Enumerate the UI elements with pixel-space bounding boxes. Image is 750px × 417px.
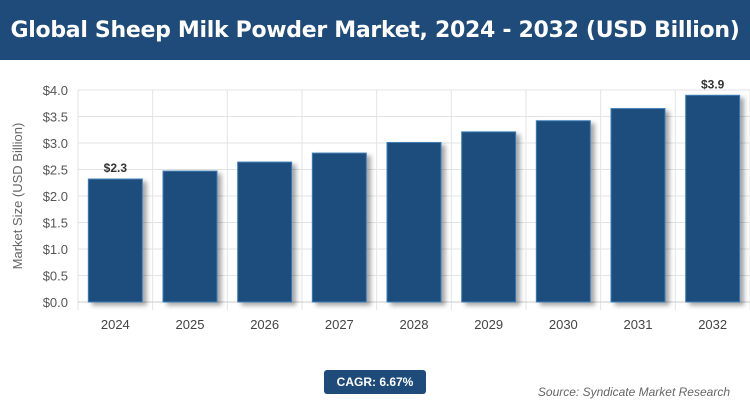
bar-2025: [162, 170, 218, 303]
x-tick-label: 2025: [176, 317, 205, 332]
y-tick-label: $0.5: [43, 269, 68, 284]
y-tick-label: $0.0: [43, 295, 68, 310]
bar-2024: [87, 178, 143, 303]
bar-2027: [311, 152, 367, 303]
x-tick-label: 2032: [698, 317, 727, 332]
bar-2028: [386, 141, 442, 303]
x-tick-label: 2026: [250, 317, 279, 332]
y-tick-label: $1.0: [43, 242, 68, 257]
cagr-badge: CAGR: 6.67%: [324, 370, 426, 394]
x-tick-label: 2028: [400, 317, 429, 332]
y-tick-label: $4.0: [43, 83, 68, 98]
bar-2029: [461, 131, 517, 303]
y-tick-label: $3.5: [43, 110, 68, 125]
x-tick-label: 2027: [325, 317, 354, 332]
source-note: Source: Syndicate Market Research: [537, 385, 730, 399]
data-label-2024: $2.3: [104, 161, 128, 175]
y-axis-title: Market Size (USD Billion): [10, 123, 25, 270]
chart-title: Global Sheep Milk Powder Market, 2024 - …: [10, 17, 740, 43]
y-tick-label: $1.5: [43, 216, 68, 231]
x-tick-label: 2024: [101, 317, 130, 332]
y-tick-label: $2.5: [43, 163, 68, 178]
x-tick-label: 2030: [549, 317, 578, 332]
data-label-2032: $3.9: [701, 77, 725, 91]
bar-2032: [685, 94, 741, 303]
bar-2031: [610, 108, 666, 303]
y-tick-label: $3.0: [43, 136, 68, 151]
x-tick-label: 2031: [624, 317, 653, 332]
y-tick-label: $2.0: [43, 189, 68, 204]
bar-2030: [535, 120, 591, 303]
title-bar: Global Sheep Milk Powder Market, 2024 - …: [0, 0, 750, 60]
bar-2026: [237, 161, 293, 303]
x-tick-label: 2029: [474, 317, 503, 332]
